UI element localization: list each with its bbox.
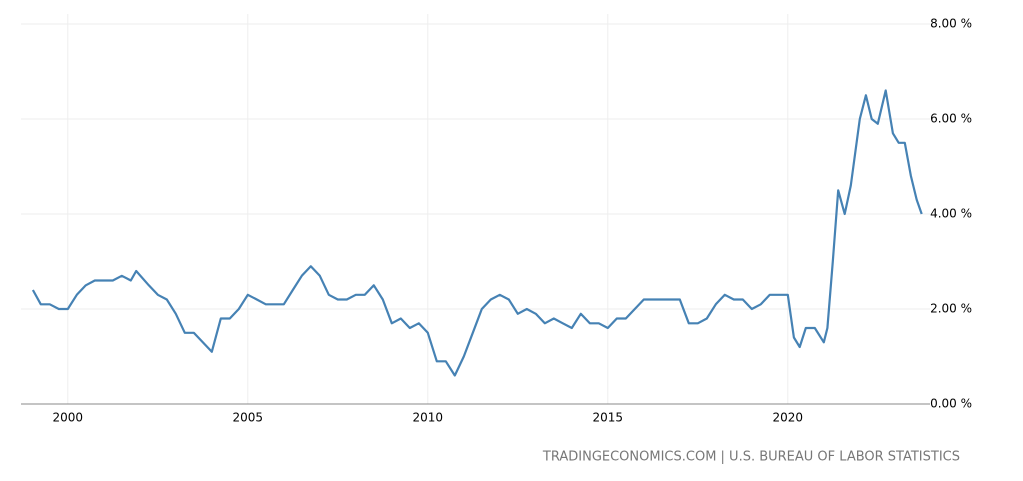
x-tick-label: 2020 [773, 411, 804, 425]
y-tick-label: 8.00 % [930, 17, 972, 31]
y-tick-label: 4.00 % [930, 207, 972, 221]
source-note: TRADINGECONOMICS.COM | U.S. BUREAU OF LA… [542, 450, 960, 465]
x-tick-label: 2010 [413, 411, 444, 425]
y-tick-label: 2.00 % [930, 302, 972, 316]
y-tick-label: 0.00 % [930, 397, 972, 411]
x-tick-label: 2000 [53, 411, 84, 425]
data-line [31, 89, 923, 377]
y-tick-label: 6.00 % [930, 112, 972, 126]
x-tick-label: 2015 [593, 411, 624, 425]
x-tick-label: 2005 [233, 411, 264, 425]
